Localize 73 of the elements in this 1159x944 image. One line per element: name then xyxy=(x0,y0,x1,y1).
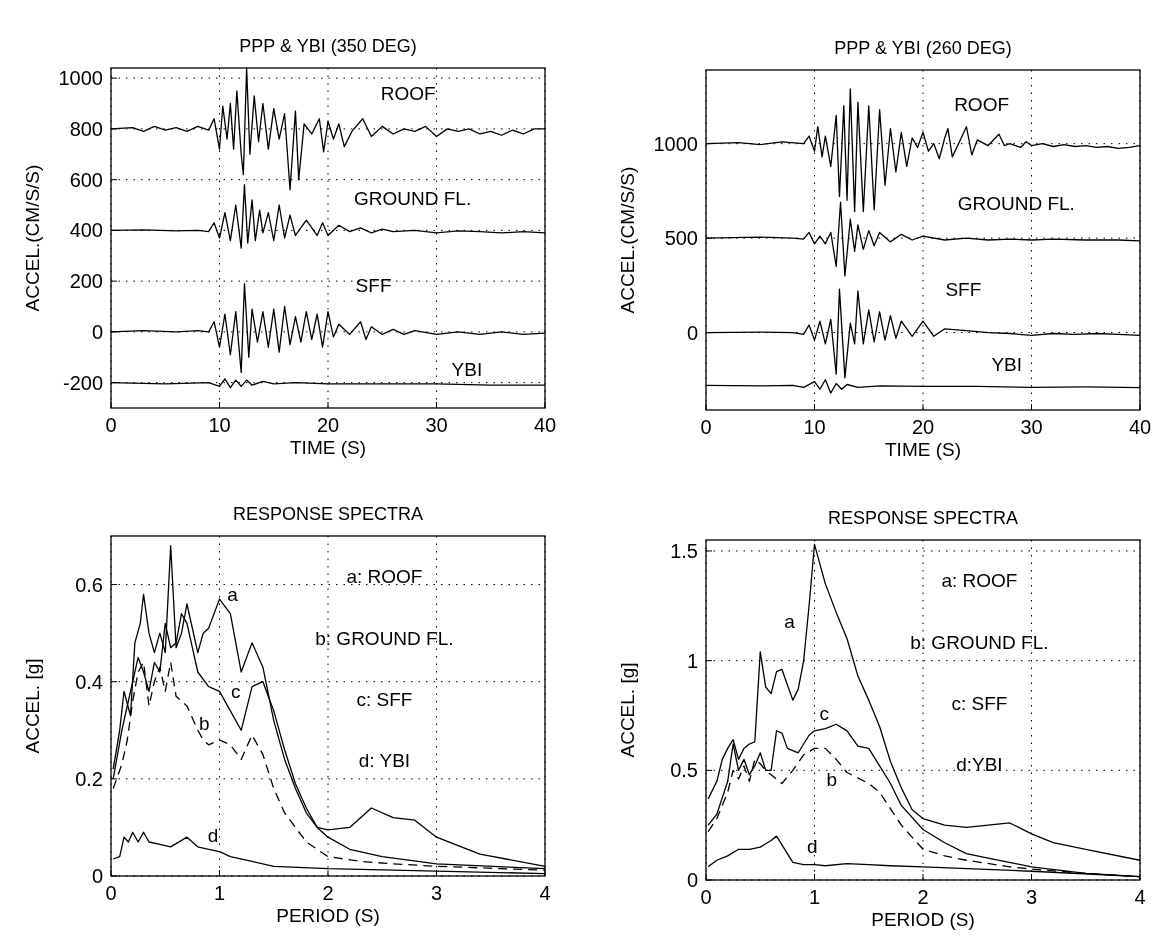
y-tick-label: 0.2 xyxy=(75,767,103,790)
y-tick-label: 0.6 xyxy=(75,573,103,596)
chart-title: RESPONSE SPECTRA xyxy=(827,508,1019,528)
x-tick-label: 0 xyxy=(105,882,117,904)
series-label: GROUND FL. xyxy=(354,187,472,209)
series-label: ROOF xyxy=(954,93,1010,115)
series-label: SFF xyxy=(355,275,392,297)
annotation: c: SFF xyxy=(951,692,1008,714)
y-tick-label: 600 xyxy=(69,168,103,191)
y-axis-title: ACCEL. [g] xyxy=(22,658,43,754)
chart-title: PPP & YBI (260 DEG) xyxy=(834,38,1012,58)
series-label: b xyxy=(826,768,838,790)
series-label: SFF xyxy=(945,278,982,300)
y-tick-label: 1000 xyxy=(58,67,103,90)
y-tick-label: 1 xyxy=(686,649,698,672)
series-label: YBI xyxy=(991,354,1023,376)
series-label: c xyxy=(231,681,241,703)
y-axis-title: ACCEL.(CM/S/S) xyxy=(22,164,43,312)
y-tick-label: 500 xyxy=(664,227,698,250)
x-tick-label: 0 xyxy=(105,414,117,436)
x-tick-label: 10 xyxy=(803,416,826,438)
annotation: c: SFF xyxy=(356,688,413,710)
annotation: a: ROOF xyxy=(346,566,423,588)
x-tick-label: 1 xyxy=(213,882,226,904)
y-tick-label: 400 xyxy=(69,219,103,242)
y-tick-label: 0 xyxy=(91,320,103,343)
series-label: c xyxy=(819,703,830,725)
x-tick-label: 20 xyxy=(911,416,935,438)
x-tick-label: 4 xyxy=(539,882,551,904)
x-tick-label: 1 xyxy=(808,886,821,908)
series-label: a xyxy=(784,610,796,632)
x-tick-label: 4 xyxy=(1134,886,1146,908)
x-tick-label: 2 xyxy=(322,882,334,904)
y-tick-label: 200 xyxy=(69,270,103,293)
x-tick-label: 2 xyxy=(917,886,929,908)
x-axis-title: TIME (S) xyxy=(290,437,366,458)
annotation: d:YBI xyxy=(956,754,1003,776)
series-label: d xyxy=(807,835,818,857)
x-tick-label: 30 xyxy=(425,414,448,436)
x-tick-label: 0 xyxy=(700,416,712,438)
annotation: b: GROUND FL. xyxy=(315,627,454,649)
x-axis-title: PERIOD (S) xyxy=(276,905,380,926)
x-axis-title: PERIOD (S) xyxy=(871,909,975,930)
series-label: a xyxy=(227,583,239,605)
annotation: a: ROOF xyxy=(941,570,1018,592)
series-label: GROUND FL. xyxy=(957,192,1075,214)
x-tick-label: 40 xyxy=(1128,416,1152,438)
y-tick-label: 0.4 xyxy=(75,670,103,693)
x-tick-label: 30 xyxy=(1020,416,1043,438)
x-tick-label: 40 xyxy=(533,414,557,436)
annotation: b: GROUND FL. xyxy=(910,631,1049,653)
series-label: d xyxy=(207,824,219,846)
series-label: ROOF xyxy=(380,83,436,105)
y-tick-label: -200 xyxy=(62,371,103,394)
y-tick-label: 1.5 xyxy=(670,539,698,562)
chart-title: PPP & YBI (350 DEG) xyxy=(239,36,417,56)
y-tick-label: 800 xyxy=(69,117,103,140)
x-tick-label: 3 xyxy=(1025,886,1038,908)
y-axis-title: ACCEL. [g] xyxy=(617,662,638,758)
annotation: d: YBI xyxy=(358,750,411,772)
x-tick-label: 10 xyxy=(208,414,231,436)
y-tick-label: 0 xyxy=(91,865,103,887)
y-tick-label: 0.5 xyxy=(670,759,698,782)
chart-title: RESPONSE SPECTRA xyxy=(232,504,424,524)
y-tick-label: 0 xyxy=(686,321,698,344)
x-axis-title: TIME (S) xyxy=(885,439,961,460)
series-label: b xyxy=(199,712,210,734)
series-label: YBI xyxy=(451,358,483,380)
y-tick-label: 1000 xyxy=(653,132,698,155)
y-axis-title: ACCEL.(CM/S/S) xyxy=(617,166,638,314)
x-tick-label: 3 xyxy=(430,882,443,904)
x-tick-label: 0 xyxy=(700,886,712,908)
x-tick-label: 20 xyxy=(316,414,340,436)
